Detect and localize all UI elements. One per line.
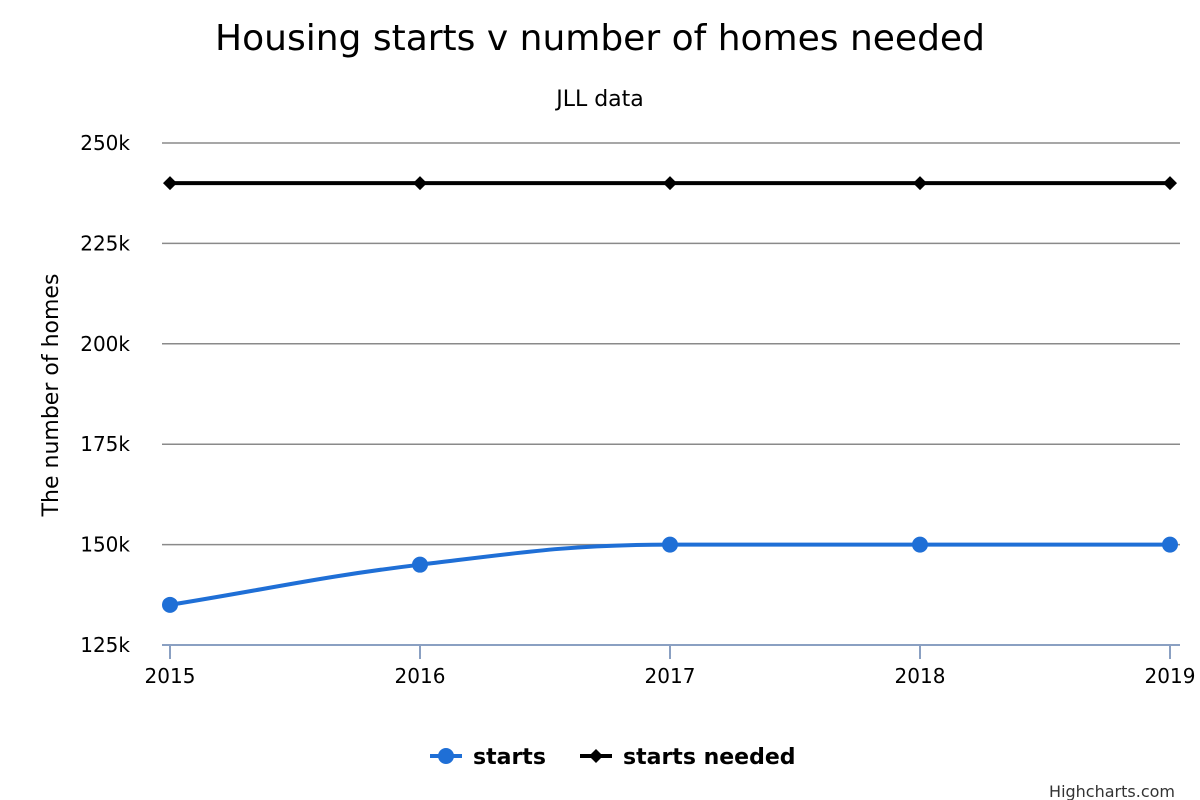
x-tick-label: 2018 (895, 664, 946, 688)
y-tick-label: 125k (80, 633, 130, 657)
x-tick-label: 2017 (645, 664, 696, 688)
data-point-starts[interactable] (162, 596, 178, 613)
legend-item-starts[interactable]: starts (430, 745, 546, 770)
legend-label: starts needed (623, 745, 796, 770)
x-tick-label: 2019 (1145, 664, 1196, 688)
x-axis: 2015 2016 2017 2018 2019 (145, 644, 1196, 688)
data-point-starts-needed[interactable] (1163, 176, 1177, 191)
data-point-starts[interactable] (662, 536, 678, 553)
credits-link[interactable]: Highcharts.com (1049, 782, 1175, 800)
series-line-starts (168, 542, 1172, 607)
x-tick-label: 2016 (395, 664, 446, 688)
grid-lines (162, 142, 1180, 546)
data-point-starts-needed[interactable] (413, 176, 427, 191)
y-axis-title: The number of homes (39, 274, 64, 518)
y-tick-label: 200k (80, 332, 130, 356)
y-axis-ticks: 125k 150k 175k 200k 225k 250k (80, 131, 130, 657)
y-tick-label: 150k (80, 533, 130, 557)
data-point-starts[interactable] (912, 536, 928, 553)
legend: starts starts needed (430, 745, 796, 770)
legend-marker (589, 749, 603, 763)
y-tick-label: 225k (80, 231, 130, 255)
data-point-starts-needed[interactable] (663, 176, 677, 191)
data-point-starts-needed[interactable] (913, 176, 927, 191)
legend-label: starts (473, 745, 546, 770)
chart-subtitle: JLL data (554, 87, 644, 112)
y-tick-label: 250k (80, 131, 130, 155)
series-layer (162, 176, 1178, 613)
data-point-starts-needed[interactable] (163, 176, 177, 191)
y-tick-label: 175k (80, 432, 130, 456)
data-point-starts[interactable] (1162, 536, 1178, 553)
legend-item-starts-needed[interactable]: starts needed (580, 745, 796, 770)
legend-marker (438, 748, 454, 764)
x-tick-label: 2015 (145, 664, 196, 688)
data-point-starts[interactable] (412, 556, 428, 573)
chart-title: Housing starts v number of homes needed (215, 18, 985, 59)
